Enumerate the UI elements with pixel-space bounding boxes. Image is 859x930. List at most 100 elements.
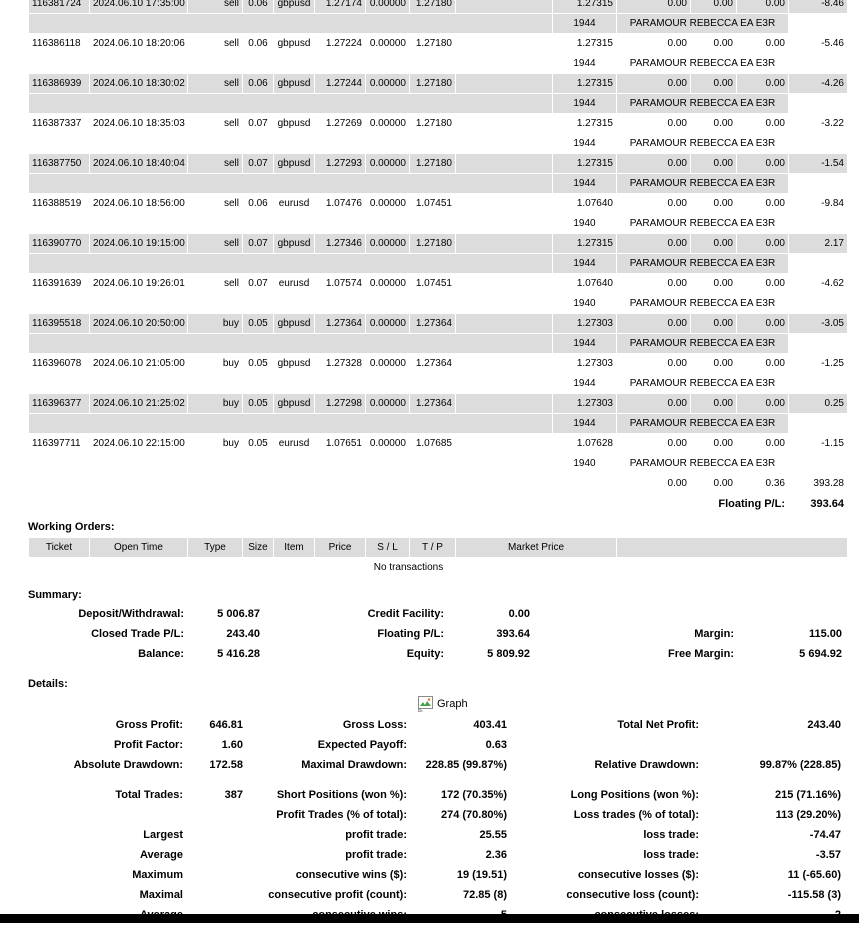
- trade-comment-blank-cell: [789, 334, 847, 353]
- summary-label-cell: [534, 604, 738, 624]
- trade-magic-cell: 1944: [573, 378, 596, 389]
- totals-row: 0.00 0.00 0.36 393.28: [29, 474, 847, 493]
- trade-comment-blank-cell: [789, 414, 847, 433]
- details-row: Maximal consecutive profit (count): 72.85 …: [28, 885, 845, 905]
- details-value-cell: 72.85 (8): [462, 889, 507, 901]
- working-orders-header-cell: Ticket: [29, 538, 89, 557]
- trade-comment-blank-cell: [789, 214, 847, 233]
- floating-pl-value-cell: 393.64: [810, 497, 844, 510]
- summary-label-cell: Closed Trade P/L:: [91, 628, 184, 640]
- summary-label-cell: Margin:: [694, 628, 734, 640]
- details-value-cell: [703, 735, 845, 755]
- trade-comment-cell: PARAMOUR REBECCA EA E3R: [617, 414, 788, 433]
- trade-ticket-cell: 116387337: [32, 118, 82, 129]
- trade-price-cell: 1.27244: [315, 74, 365, 93]
- summary-table: Deposit/Withdrawal: 5 006.87 Credit Facili…: [28, 604, 846, 664]
- trade-open-time-cell: 2024.06.10 20:50:00: [90, 314, 187, 333]
- trade-ticket-cell: 116396078: [32, 358, 82, 369]
- trade-price-cell: 1.27224: [325, 38, 362, 49]
- details-label-cell: loss trade:: [643, 829, 699, 841]
- trade-taxes-cell: 0.00: [713, 38, 733, 49]
- details-title: Details:: [28, 678, 68, 690]
- details-label-cell: consecutive wins ($):: [295, 869, 407, 881]
- details-value-cell: 403.41: [473, 719, 507, 731]
- trade-open-time-cell: 2024.06.10 18:20:06: [93, 38, 185, 49]
- trade-comment-blank-cell: [789, 294, 847, 313]
- summary-value-cell: 115.00: [808, 628, 842, 640]
- trade-size-cell: 0.06: [248, 198, 268, 209]
- trade-row: 116387337 2024.06.10 18:35:03 sell 0.07 gbpu…: [29, 114, 847, 133]
- trade-size-cell: 0.07: [248, 118, 268, 129]
- trade-comment-blank-cell: [789, 94, 847, 113]
- details-label-cell: Maximal Drawdown:: [301, 759, 407, 771]
- details-label-cell: Profit Trades (% of total):: [276, 809, 407, 821]
- totals-swap-cell: 0.36: [765, 478, 785, 489]
- details-row: Profit Trades (% of total): 274 (70.80%) L…: [28, 805, 845, 825]
- details-value-cell: [187, 845, 247, 865]
- details-label-cell: [28, 805, 187, 825]
- floating-pl-row: Floating P/L: 393.64: [29, 494, 847, 513]
- trade-open-time-cell: 2024.06.10 21:05:00: [93, 358, 185, 369]
- trade-ticket-cell: 116387750: [29, 154, 89, 173]
- trade-close-time-cell: [456, 274, 552, 293]
- trade-close-time-cell: [456, 154, 552, 173]
- trade-profit-cell: -3.22: [821, 118, 844, 129]
- trade-profit-cell: -4.62: [821, 278, 844, 289]
- details-label-cell: Loss trades (% of total):: [573, 809, 699, 821]
- trade-price-cell: 1.27364: [315, 314, 365, 333]
- trade-row: 116387750 2024.06.10 18:40:04 sell 0.07 gbpu…: [29, 154, 847, 173]
- details-label-cell: consecutive loss (count):: [566, 889, 699, 901]
- details-value-cell: 172 (70.35%): [440, 789, 507, 801]
- trade-commission-cell: 0.00: [667, 118, 687, 129]
- details-value-cell: -74.47: [809, 829, 841, 841]
- details-label-cell: Gross Loss:: [342, 719, 407, 731]
- trade-ticket-cell: 116397711: [32, 438, 81, 449]
- trade-ticket-cell: 116396377: [29, 394, 89, 413]
- trade-type-cell: sell: [188, 74, 242, 93]
- details-gap-row: [28, 775, 845, 785]
- details-value-cell: -3.57: [815, 849, 841, 861]
- trade-comment-cell: PARAMOUR REBECCA EA E3R: [617, 94, 788, 113]
- trade-comment-blank-cell: [789, 454, 847, 473]
- trade-close-price-cell: 1.27315: [576, 118, 613, 129]
- trade-open-time-cell: 2024.06.10 17:35:00: [90, 0, 187, 13]
- details-row: Gross Profit: 646.81 Gross Loss: 403.41 Tota…: [28, 715, 845, 735]
- trade-comment-row: 1944 PARAMOUR REBECCA EA E3R: [29, 14, 847, 33]
- trade-taxes-cell: 0.00: [691, 234, 736, 253]
- trade-comment-cell: PARAMOUR REBECCA EA E3R: [629, 458, 776, 469]
- trade-item-cell: gbpusd: [277, 118, 311, 129]
- trade-magic-cell: 1944: [553, 14, 616, 33]
- details-value-cell: 172.58: [209, 759, 243, 771]
- trade-price-cell: 1.07651: [325, 438, 362, 449]
- summary-value-cell: 5 006.87: [217, 608, 260, 620]
- summary-title: Summary:: [28, 589, 82, 601]
- trade-sl-cell: 0.00000: [366, 0, 409, 13]
- details-label-cell: Maximum: [132, 869, 183, 881]
- trade-taxes-cell: 0.00: [691, 0, 736, 13]
- trade-swap-cell: 0.00: [765, 38, 785, 49]
- details-label-cell: Absolute Drawdown:: [73, 759, 183, 771]
- trade-taxes-cell: 0.00: [713, 118, 733, 129]
- trade-comment-spacer-cell: [29, 174, 552, 193]
- trade-item-cell: gbpusd: [277, 38, 311, 49]
- trade-close-price-cell: 1.07628: [576, 438, 613, 449]
- trade-close-time-cell: [456, 314, 552, 333]
- trade-comment-spacer-cell: [29, 134, 552, 153]
- working-orders-header-cell: S / L: [366, 538, 409, 557]
- trade-sl-cell: 0.00000: [369, 198, 406, 209]
- trade-comment-cell: PARAMOUR REBECCA EA E3R: [629, 298, 776, 309]
- trade-close-time-cell: [456, 34, 552, 53]
- details-value-cell: 99.87% (228.85): [759, 759, 841, 771]
- trade-size-cell: 0.05: [243, 394, 273, 413]
- trade-taxes-cell: 0.00: [713, 278, 733, 289]
- trade-sl-cell: 0.00000: [369, 118, 406, 129]
- trade-item-cell: gbpusd: [274, 0, 314, 13]
- trade-row: 116390770 2024.06.10 19:15:00 sell 0.07 gbpu…: [29, 234, 847, 253]
- trade-close-time-cell: [456, 0, 552, 13]
- trade-sl-cell: 0.00000: [369, 278, 406, 289]
- trade-tp-cell: 1.27180: [410, 0, 455, 13]
- trade-close-time-cell: [456, 434, 552, 453]
- trade-ticket-cell: 116391639: [32, 278, 82, 289]
- trade-item-cell: gbpusd: [274, 154, 314, 173]
